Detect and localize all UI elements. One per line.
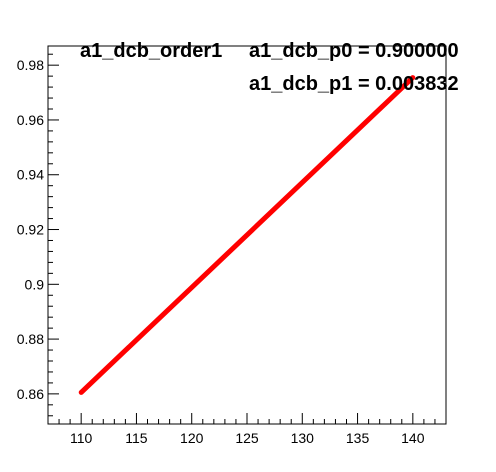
y-tick-label: 0.96 [17, 112, 44, 128]
series-layer [78, 75, 416, 395]
x-axis: 110 115 120 125 130 135 140 [47, 413, 447, 446]
y-axis: 0.86 0.88 0.9 0.92 0.94 0.96 0.98 [17, 53, 59, 417]
x-tick-label: 125 [235, 430, 259, 446]
y-tick-label: 0.9 [25, 276, 45, 292]
x-tick-label: 120 [180, 430, 204, 446]
x-tick-label: 110 [70, 430, 93, 446]
y-tick-label: 0.92 [17, 222, 44, 238]
stat-p0: a1_dcb_p0 = 0.900000 [249, 40, 459, 62]
y-tick-label: 0.88 [17, 331, 44, 347]
x-tick-label: 115 [125, 430, 148, 446]
x-tick-label: 130 [291, 430, 315, 446]
series-line [78, 75, 416, 395]
stat-p1: a1_dcb_p1 = 0.003832 [249, 73, 459, 95]
chart-title: a1_dcb_order1 [80, 40, 222, 62]
y-tick-label: 0.98 [17, 57, 44, 73]
y-tick-label: 0.86 [17, 386, 44, 402]
x-tick-label: 135 [346, 430, 370, 446]
x-tick-label: 140 [401, 430, 425, 446]
y-tick-label: 0.94 [17, 167, 44, 183]
